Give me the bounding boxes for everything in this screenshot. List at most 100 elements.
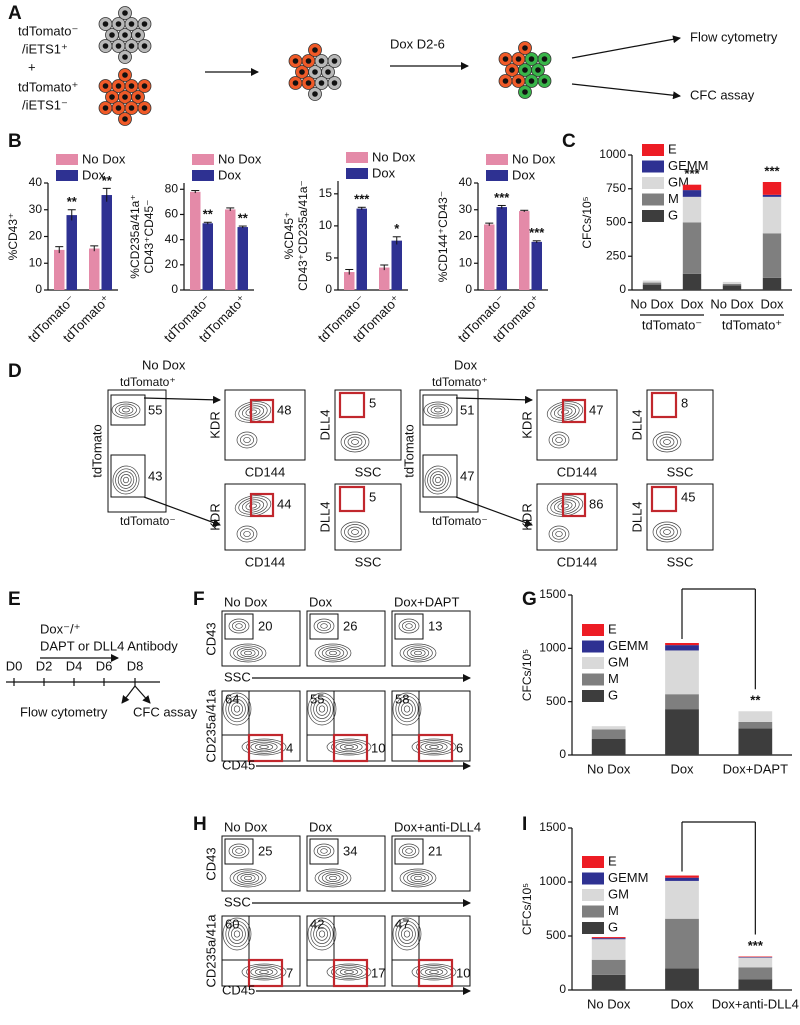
nucleus [128, 43, 135, 49]
contour [340, 521, 370, 543]
label: CFC assay [690, 87, 755, 102]
legend-label: GEMM [668, 158, 708, 173]
condition-title: Dox+anti-DLL4 [394, 819, 481, 834]
gate [306, 915, 335, 961]
contour [652, 521, 682, 543]
panel-letter: D [8, 361, 22, 382]
nucleus [299, 69, 305, 75]
contour [548, 431, 570, 449]
gate [309, 613, 339, 640]
gate-value: 10 [456, 965, 470, 980]
legend-label: Dox [372, 165, 396, 180]
label: /iETS1⁻ [22, 97, 68, 112]
contour [254, 743, 274, 751]
contour [423, 401, 453, 419]
bar [391, 240, 402, 290]
y-tick-label: 1000 [599, 147, 626, 161]
legend-swatch [582, 690, 604, 702]
label: /iETS1⁺ [22, 41, 68, 56]
axis-label: CD144 [557, 554, 597, 569]
contour [243, 436, 251, 444]
label: CFC assay [133, 704, 198, 719]
bar-segment [591, 939, 626, 960]
contour [398, 618, 420, 634]
contour [231, 927, 243, 941]
y-tick-label: 30 [29, 202, 43, 216]
bar-segment [722, 285, 742, 290]
contour [228, 843, 250, 859]
contour [314, 868, 352, 888]
group-label: tdTomato⁺ [722, 317, 782, 332]
nucleus [312, 69, 318, 75]
y-tick-label: 500 [546, 694, 566, 708]
contour [406, 647, 430, 659]
contour [344, 745, 354, 749]
legend-swatch [582, 624, 604, 636]
nucleus [141, 43, 148, 49]
flow-plot [646, 483, 714, 551]
contour [663, 439, 671, 445]
flow-plot [419, 389, 479, 513]
contour [239, 528, 255, 540]
flow-plot [224, 483, 306, 551]
y-tick-label: 20 [165, 257, 179, 271]
contour [401, 620, 417, 632]
bar-segment [722, 283, 742, 286]
contour [557, 501, 573, 511]
bar-segment [665, 645, 699, 651]
nucleus [515, 56, 522, 62]
panel-letter: H [193, 814, 207, 835]
label: tdTomato⁺ [18, 79, 78, 94]
contour [228, 699, 246, 719]
condition-title: No Dox [224, 819, 268, 834]
panel-letter: G [522, 589, 537, 610]
bar [54, 249, 65, 290]
legend-swatch [486, 170, 508, 181]
nucleus [141, 105, 148, 111]
legend-label: M [668, 191, 679, 206]
contour [249, 409, 257, 415]
gate [422, 394, 458, 426]
contour [659, 436, 675, 448]
gate-value: 10 [371, 740, 385, 755]
legend-label: No Dox [82, 151, 126, 166]
contour [663, 529, 671, 535]
contour [392, 692, 422, 726]
x-tick-label: No Dox [587, 996, 631, 1011]
contour [406, 872, 430, 884]
gate-value: 55 [148, 402, 162, 417]
condition-title: Dox [309, 594, 333, 609]
bar-segment [665, 968, 699, 990]
contour [118, 405, 134, 415]
legend-swatch [192, 154, 214, 165]
bar-segment [738, 956, 773, 958]
y-tick-label: 0 [559, 982, 566, 996]
gate-value: 51 [460, 402, 474, 417]
contour [555, 530, 563, 538]
contour [244, 875, 252, 881]
gate-value: 4 [286, 740, 293, 755]
gate [417, 733, 454, 763]
contour [398, 924, 416, 944]
contour [351, 529, 359, 535]
y-tick-label: 0 [619, 282, 626, 296]
bar [202, 223, 213, 290]
contour [392, 917, 422, 951]
contour [112, 465, 140, 495]
nucleus [115, 105, 122, 111]
contour [318, 930, 326, 938]
nucleus [318, 80, 325, 86]
y-tick-label: 0 [35, 282, 42, 296]
y-axis-label: %CD45⁺ [282, 212, 296, 260]
bar-segment [665, 694, 699, 710]
flow-plot [306, 610, 386, 667]
gate-value: 42 [310, 916, 324, 931]
significance: *** [684, 166, 700, 181]
axis-label: tdTomato [89, 424, 104, 477]
legend-swatch [582, 889, 604, 901]
y-tick-label: 15 [319, 186, 333, 200]
bar-segment [642, 284, 662, 290]
gate-value: 8 [681, 395, 688, 410]
legend-swatch [486, 154, 508, 165]
bar-segment [738, 957, 773, 968]
